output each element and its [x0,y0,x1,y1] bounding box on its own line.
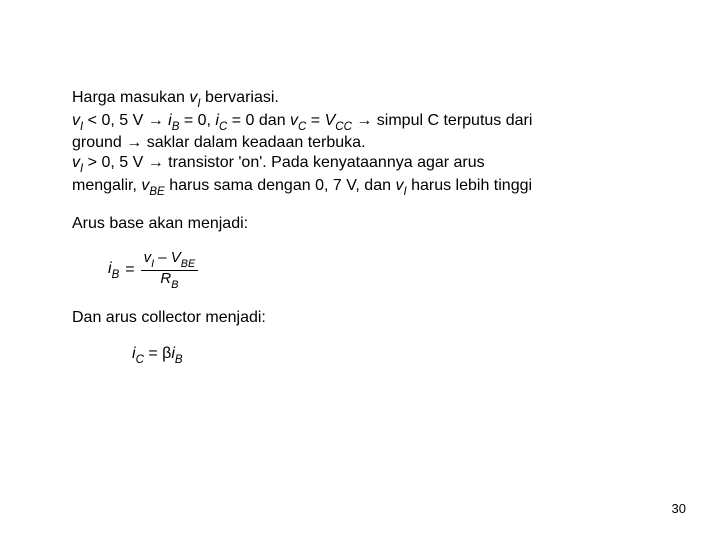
text: = [306,112,324,129]
text: Harga masukan [72,89,189,106]
eq-num-Vsub: BE [181,258,195,270]
sym-CC-sub: CC [335,121,352,133]
sym-I-sub: I [80,121,83,133]
eq2-lhs-sub: C [136,354,144,366]
page-number: 30 [672,501,686,516]
text: bervariasi. [201,89,279,106]
text: < 0, 5 V → [83,112,168,129]
eq-equals: = [125,260,134,280]
sym-I-sub: I [403,186,406,198]
eq-fraction: vI – VBE RB [141,250,199,290]
text: harus sama dengan 0, 7 V, dan [165,177,396,194]
equation-base-current: iB = vI – VBE RB [108,250,657,290]
sym-I-sub: I [197,98,200,110]
eq-num-v: v [144,249,152,266]
eq-num-vsub: I [151,258,154,270]
eq2-rhs-sub: B [175,354,183,366]
paragraph-3: Dan arus collector menjadi: [72,308,657,328]
eq-lhs-sub: B [112,269,120,281]
sym-v: v [72,112,80,129]
sym-v: v [290,112,298,129]
sym-BE-sub: BE [149,186,164,198]
text: mengalir, [72,177,141,194]
equation-collector-current: iC = βiB [132,344,657,367]
sym-v: v [72,154,80,171]
slide-body: Harga masukan vI bervariasi. vI < 0, 5 V… [72,88,657,383]
paragraph-2: Arus base akan menjadi: [72,214,657,234]
eq-num-V: V [171,249,181,266]
paragraph-1: Harga masukan vI bervariasi. vI < 0, 5 V… [72,88,657,198]
sym-B-sub: B [172,121,180,133]
text: harus lebih tinggi [407,177,532,194]
text: ground → saklar dalam keadaan terbuka. [72,134,366,151]
text: > 0, 5 V → transistor 'on'. Pada kenyata… [83,154,484,171]
eq-den-Rsub: B [171,279,178,291]
sym-C-sub: C [219,121,227,133]
text: → simpul C terputus dari [352,112,533,129]
sym-V: V [325,112,336,129]
sym-C-sub: C [298,121,306,133]
eq-den-R: R [160,270,171,287]
text: = 0, [179,112,215,129]
eq-num-minus: – [154,249,171,266]
eq2-mid: = β [144,345,171,362]
text: = 0 dan [227,112,290,129]
sym-I-sub: I [80,163,83,175]
